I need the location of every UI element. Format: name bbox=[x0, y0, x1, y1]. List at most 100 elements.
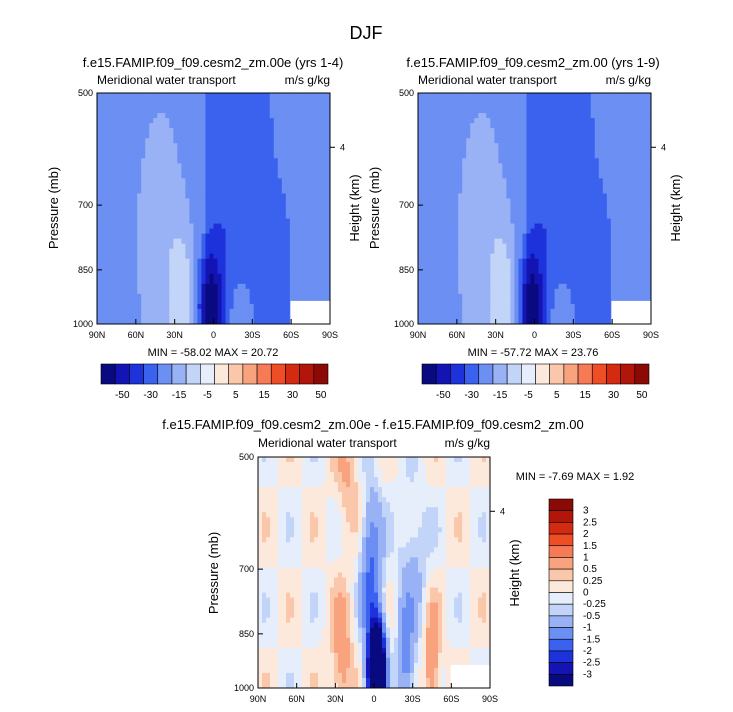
heatmap-cell bbox=[201, 168, 206, 174]
heatmap-cell bbox=[642, 148, 648, 154]
heatmap-cell bbox=[225, 258, 230, 265]
heatmap-cell bbox=[289, 283, 295, 290]
heatmap-cell bbox=[594, 268, 600, 275]
heatmap-cell bbox=[133, 98, 138, 104]
heatmap-cell bbox=[626, 213, 632, 219]
heatmap-cell bbox=[305, 258, 311, 265]
heatmap-cell bbox=[281, 108, 287, 114]
heatmap-cell bbox=[249, 193, 255, 199]
heatmap-cell bbox=[105, 298, 110, 305]
heatmap-cell bbox=[618, 158, 624, 164]
heatmap-cell bbox=[626, 268, 632, 275]
heatmap-cell bbox=[145, 213, 150, 219]
heatmap-cell bbox=[321, 273, 327, 280]
heatmap-cell bbox=[494, 138, 499, 144]
heatmap-cell bbox=[321, 243, 327, 250]
heatmap-cell bbox=[498, 248, 503, 255]
heatmap-cell bbox=[289, 128, 295, 134]
heatmap-cell bbox=[225, 218, 230, 224]
heatmap-cell bbox=[426, 183, 431, 189]
heatmap-cell bbox=[422, 208, 427, 214]
heatmap-cell bbox=[486, 158, 491, 164]
heatmap-cell bbox=[137, 268, 142, 275]
heatmap-cell bbox=[534, 203, 539, 209]
heatmap-cell bbox=[622, 238, 628, 245]
heatmap-cell bbox=[526, 208, 531, 214]
heatmap-cell bbox=[101, 183, 106, 189]
heatmap-cell bbox=[153, 143, 158, 149]
heatmap-cell bbox=[153, 138, 158, 144]
heatmap-cell bbox=[538, 173, 543, 179]
heatmap-cell bbox=[313, 273, 319, 280]
panel-2: f.e15.FAMIP.f09_f09.cesm2_zm.00 (yrs 1-9… bbox=[367, 55, 683, 401]
heatmap-cell bbox=[534, 168, 539, 174]
heatmap-cell bbox=[450, 93, 455, 99]
heatmap-cell bbox=[157, 218, 162, 224]
heatmap-cell bbox=[510, 223, 515, 229]
heatmap-cell bbox=[253, 258, 259, 265]
heatmap-cell bbox=[137, 123, 142, 129]
heatmap-cell bbox=[438, 168, 443, 174]
heatmap-cell bbox=[245, 228, 251, 235]
heatmap-cell bbox=[614, 93, 620, 99]
heatmap-cell bbox=[181, 193, 186, 199]
heatmap-cell bbox=[630, 188, 636, 194]
heatmap-cell bbox=[101, 253, 106, 260]
heatmap-cell bbox=[181, 178, 186, 184]
heatmap-cell bbox=[301, 188, 307, 194]
heatmap-cell bbox=[446, 168, 451, 174]
heatmap-cell bbox=[490, 93, 495, 99]
heatmap-cell bbox=[285, 268, 291, 275]
heatmap-cell bbox=[185, 178, 190, 184]
heatmap-cell bbox=[458, 98, 463, 104]
heatmap-cell bbox=[273, 278, 279, 285]
heatmap-cell bbox=[574, 203, 580, 209]
heatmap-cell bbox=[257, 253, 263, 260]
heatmap-cell bbox=[177, 313, 182, 320]
heatmap-cell bbox=[301, 213, 307, 219]
heatmap-cell bbox=[269, 118, 275, 124]
heatmap-cell bbox=[309, 108, 315, 114]
heatmap-cell bbox=[217, 203, 222, 209]
heatmap-cell bbox=[209, 93, 214, 99]
heatmap-cell bbox=[642, 188, 648, 194]
heatmap-cell bbox=[281, 268, 287, 275]
heatmap-cell bbox=[169, 158, 174, 164]
heatmap-cell bbox=[105, 223, 110, 229]
heatmap-cell bbox=[241, 288, 247, 295]
heatmap-cell bbox=[594, 118, 600, 124]
heatmap-cell bbox=[197, 253, 202, 260]
colorbar-box bbox=[171, 363, 187, 385]
heatmap-cell bbox=[121, 188, 126, 194]
heatmap-cell bbox=[522, 263, 527, 270]
heatmap-cell bbox=[313, 113, 319, 119]
heatmap-cell bbox=[117, 133, 122, 139]
heatmap-cell bbox=[482, 188, 487, 194]
heatmap-cell bbox=[530, 153, 535, 159]
heatmap-cell bbox=[193, 293, 198, 300]
heatmap-cell bbox=[229, 108, 234, 114]
heatmap-cell bbox=[185, 308, 190, 315]
heatmap-cell bbox=[309, 198, 315, 204]
heatmap-cell bbox=[237, 218, 243, 224]
heatmap-cell bbox=[546, 228, 551, 235]
heatmap-cell bbox=[261, 173, 267, 179]
heatmap-cell bbox=[149, 318, 154, 325]
heatmap-cell bbox=[305, 173, 311, 179]
heatmap-cell bbox=[265, 278, 271, 285]
heatmap-cell bbox=[141, 148, 146, 154]
heatmap-cell bbox=[273, 288, 279, 295]
heatmap-cell bbox=[165, 213, 170, 219]
heatmap-cell bbox=[281, 133, 287, 139]
heatmap-cell bbox=[634, 113, 640, 119]
heatmap-cell bbox=[265, 128, 271, 134]
heatmap-cell bbox=[610, 228, 616, 235]
heatmap-cell bbox=[486, 223, 491, 229]
heatmap-cell bbox=[566, 113, 572, 119]
heatmap-cell bbox=[237, 293, 243, 300]
heatmap-cell bbox=[634, 208, 640, 214]
heatmap-cell bbox=[418, 223, 423, 229]
heatmap-cell bbox=[518, 258, 523, 265]
heatmap-cell bbox=[293, 203, 299, 209]
heatmap-cell bbox=[518, 123, 523, 129]
